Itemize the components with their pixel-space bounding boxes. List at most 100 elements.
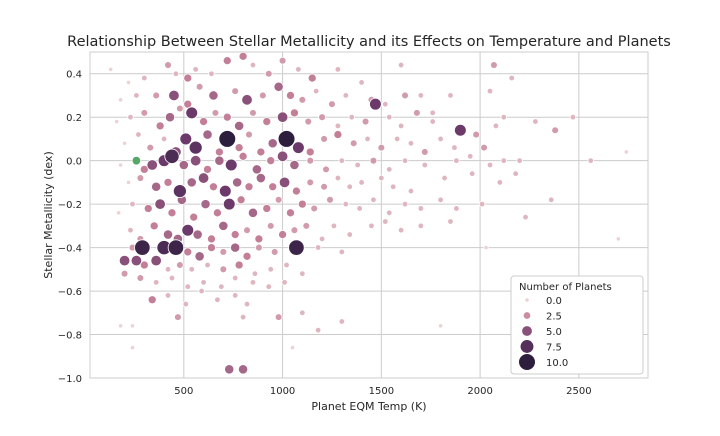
scatter-point: [255, 172, 266, 184]
scatter-point: [244, 182, 254, 192]
scatter-point: [397, 122, 405, 130]
scatter-point: [154, 198, 166, 210]
scatter-point: [429, 109, 436, 117]
scatter-point: [451, 144, 458, 151]
scatter-point: [508, 74, 515, 82]
scatter-point: [377, 143, 386, 152]
scatter-point: [326, 195, 334, 204]
scatter-point: [467, 153, 474, 160]
scatter-point: [500, 157, 508, 164]
scatter-point: [255, 243, 263, 252]
scatter-point: [232, 177, 243, 188]
scatter-point: [194, 251, 205, 262]
scatter-point: [278, 230, 288, 240]
scatter-point: [368, 222, 375, 230]
scatter-point: [151, 181, 162, 192]
scatter-point: [369, 97, 382, 111]
scatter-point: [417, 222, 425, 230]
scatter-point: [267, 138, 278, 149]
scatter-point: [139, 164, 149, 174]
scatter-point: [516, 157, 523, 164]
scatter-point: [500, 113, 508, 121]
scatter-point: [176, 261, 184, 269]
scatter-point: [164, 266, 172, 273]
scatter-point: [129, 200, 136, 208]
scatter-point: [121, 140, 128, 146]
scatter-point: [150, 254, 162, 267]
scatter-point: [276, 150, 289, 163]
legend-items: 0.0 2.5 5.0 7.5 10.0: [518, 296, 568, 371]
scatter-point: [230, 230, 240, 240]
scatter-point: [214, 296, 221, 303]
legend-title: Number of Planets: [519, 282, 612, 293]
scatter-point: [195, 82, 204, 91]
scatter-point: [266, 222, 275, 230]
scatter-point: [305, 147, 315, 157]
scatter-point: [382, 100, 389, 108]
scatter-point: [249, 279, 257, 286]
scatter-point: [207, 234, 216, 244]
scatter-point: [290, 226, 299, 235]
scatter-point: [136, 174, 145, 182]
scatter-point: [438, 323, 444, 329]
scatter-point: [251, 164, 262, 175]
scatter-point: [299, 309, 306, 317]
legend-marker: [524, 297, 530, 303]
scatter-point: [276, 111, 289, 123]
scatter-point: [241, 94, 253, 106]
scatter-point: [274, 313, 283, 321]
scatter-point: [231, 292, 239, 299]
scatter-point: [512, 170, 519, 177]
scatter-point: [218, 220, 229, 231]
x-axis-label: Planet EQM Temp (K): [311, 400, 426, 413]
scatter-point: [358, 179, 365, 186]
scatter-point: [306, 156, 315, 165]
scatter-point: [334, 122, 342, 130]
scatter-point: [356, 205, 363, 212]
scatter-point: [172, 70, 180, 77]
scatter-point: [338, 248, 346, 256]
scatter-point: [242, 251, 252, 261]
scatter-point: [278, 176, 291, 189]
scatter-point: [547, 196, 555, 204]
scatter-point: [397, 226, 405, 234]
scatter-point: [243, 300, 251, 308]
scatter-point: [322, 165, 330, 174]
scatter-point: [140, 109, 149, 117]
scatter-point: [615, 236, 621, 242]
scatter-point: [288, 239, 305, 256]
scatter-point: [453, 205, 460, 212]
scatter-point: [421, 161, 429, 169]
scatter-point: [188, 140, 203, 155]
scatter-point: [149, 221, 159, 231]
scatter-point: [267, 266, 274, 273]
y-tick-label: −0.4: [58, 244, 82, 255]
scatter-point: [480, 143, 488, 152]
scatter-point: [204, 261, 211, 269]
scatter-point: [312, 87, 320, 95]
scatter-point: [143, 204, 153, 213]
scatter-point: [208, 90, 219, 101]
scatter-point: [231, 87, 240, 95]
scatter-point: [218, 184, 232, 198]
scatter-point: [401, 200, 409, 208]
scatter-point: [160, 135, 168, 143]
data-points: [108, 51, 629, 375]
scatter-point: [249, 109, 257, 117]
scatter-point: [265, 283, 272, 290]
scatter-point: [417, 92, 425, 99]
scatter-point: [139, 260, 149, 270]
scatter-point: [306, 178, 315, 187]
scatter-point: [129, 344, 136, 351]
scatter-point: [318, 235, 326, 243]
legend-label: 0.0: [546, 296, 562, 307]
scatter-point: [278, 56, 287, 65]
scatter-point: [243, 226, 251, 235]
scatter-point: [496, 179, 504, 186]
scatter-point: [349, 139, 358, 148]
scatter-point: [318, 113, 326, 122]
y-tick-label: 0.2: [66, 113, 82, 124]
scatter-point: [237, 364, 249, 375]
scatter-point: [129, 323, 136, 329]
